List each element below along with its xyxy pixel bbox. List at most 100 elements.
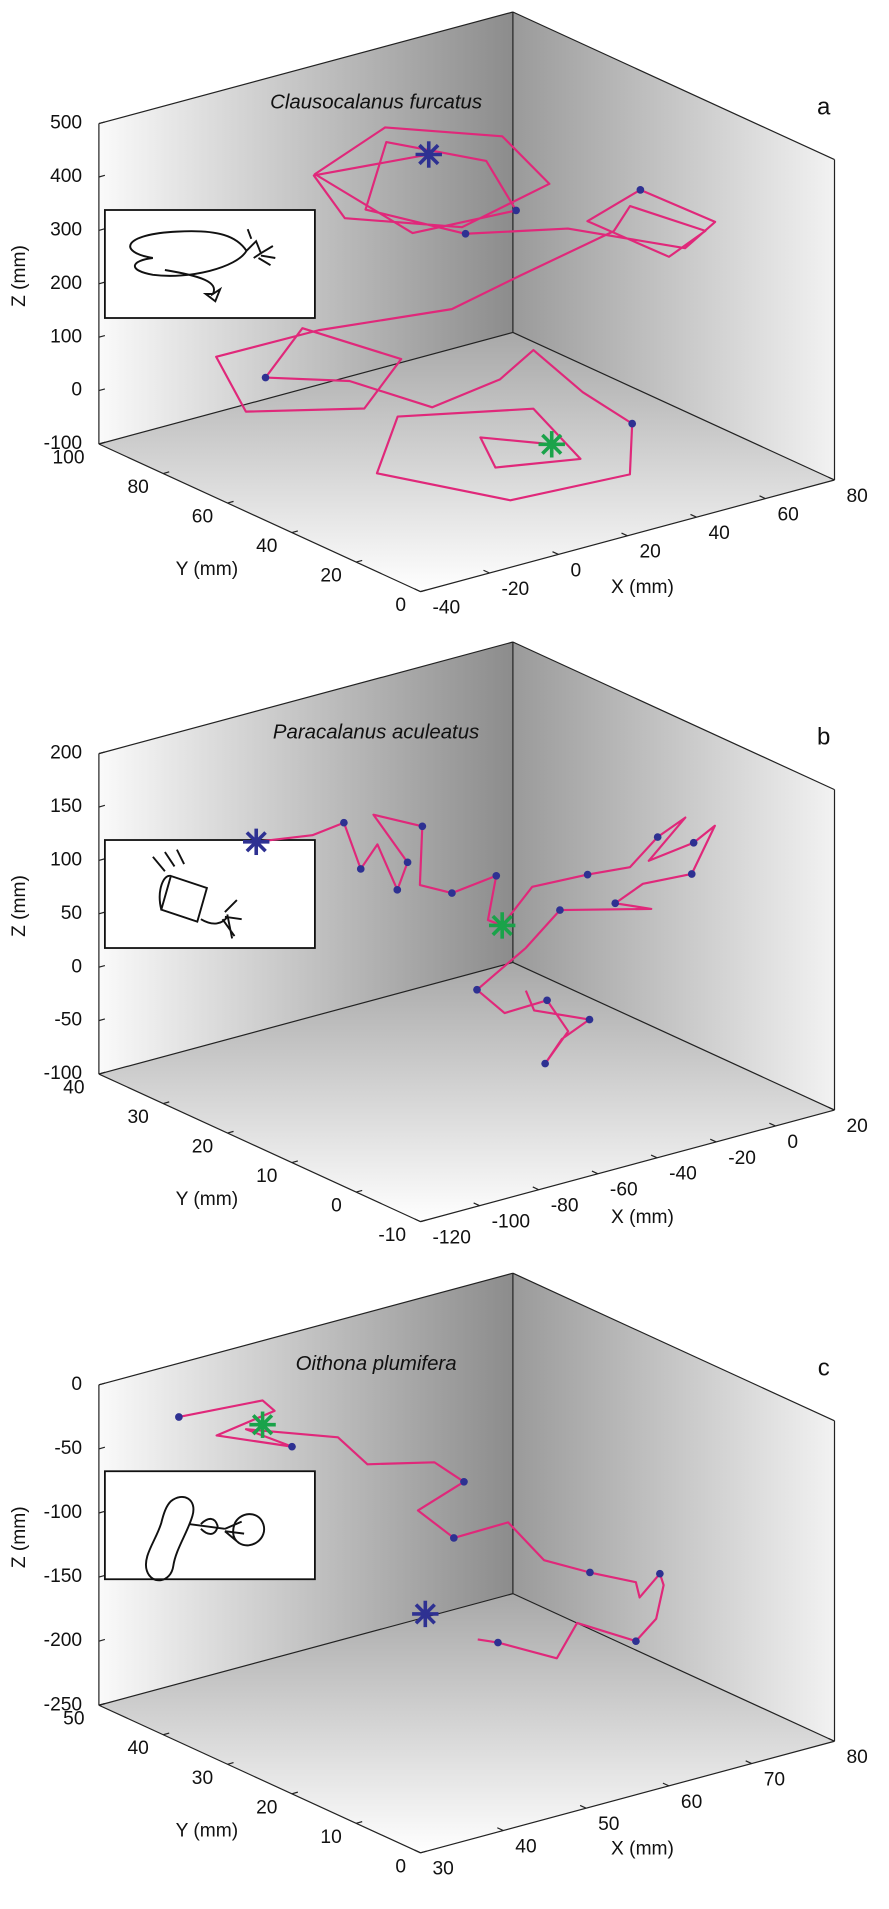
y-tick-label: 40	[63, 1078, 84, 1099]
inset-box	[103, 1470, 316, 1581]
asterisk-stroke	[245, 831, 267, 853]
marker-dot	[461, 229, 470, 238]
x-tick-label: -20	[502, 579, 530, 600]
marker-dot	[653, 833, 662, 841]
z-axis-title: Z (mm)	[9, 875, 30, 937]
z-tick-label: -100	[44, 433, 82, 454]
asterisk-stroke	[491, 914, 513, 937]
marker-dot	[512, 206, 520, 215]
box-edge	[98, 961, 514, 1075]
x-tick	[690, 513, 697, 518]
x-tick-label: -40	[669, 1164, 697, 1185]
box-edge	[98, 331, 514, 445]
x-tick	[414, 1218, 421, 1223]
right-wall	[512, 1273, 835, 1742]
z-tick-label: 500	[50, 113, 82, 134]
x-axis-title: X (mm)	[611, 1207, 674, 1228]
start-asterisk	[412, 1600, 439, 1628]
marker-dot	[448, 889, 456, 897]
box-edge	[512, 961, 835, 1111]
inset-icon	[152, 849, 242, 939]
y-tick	[163, 1101, 170, 1105]
x-tick	[473, 1202, 480, 1207]
marker-dot	[494, 1638, 502, 1647]
x-tick	[483, 569, 490, 574]
panel: -250 -200 -150 -100 -50 0 0 10 20 30 40 50 30 40 50 60 7…	[9, 1272, 868, 1880]
box-edge	[98, 1704, 421, 1854]
y-tick	[291, 1791, 299, 1795]
z-tick	[98, 964, 106, 968]
z-tick-label: -200	[44, 1630, 82, 1651]
x-tick	[828, 476, 835, 481]
x-tick-label: -60	[610, 1180, 638, 1201]
y-tick-label: 20	[192, 1137, 213, 1158]
inset	[103, 209, 316, 319]
box-edge	[420, 1740, 835, 1854]
panel: -100 0 100 200 300 400 500 0 20 40 60 80 100 -40 -20 0 2…	[9, 11, 868, 618]
x-tick	[709, 1138, 717, 1143]
y-tick	[356, 1189, 363, 1193]
y-tick-label: 0	[395, 1856, 406, 1877]
x-tick	[414, 588, 421, 593]
x-axis-title: X (mm)	[611, 1838, 674, 1859]
right-wall	[512, 642, 835, 1111]
z-tick-label: 400	[50, 166, 82, 187]
end-asterisk	[249, 1411, 276, 1438]
x-tick	[650, 1154, 658, 1159]
x-tick	[591, 1170, 599, 1175]
z-tick-label: 50	[61, 903, 82, 924]
z-tick-label: -250	[44, 1694, 82, 1715]
marker-dot	[656, 1569, 664, 1578]
z-tick-label: 0	[71, 380, 82, 401]
marker-dot	[586, 1568, 594, 1577]
marker-dot	[449, 1534, 458, 1542]
x-tick	[759, 495, 766, 500]
end-asterisk	[538, 431, 565, 458]
y-tick	[420, 589, 427, 593]
z-tick	[98, 1018, 106, 1022]
marker-dot	[340, 818, 348, 827]
x-tick-label: 80	[847, 1747, 868, 1768]
marker-dot	[632, 1637, 640, 1646]
z-tick	[98, 334, 106, 338]
marker-dot	[175, 1413, 183, 1421]
box-edge	[98, 1272, 514, 1386]
marker-dot	[689, 838, 698, 847]
inset	[103, 839, 316, 949]
x-tick	[745, 1760, 752, 1765]
z-tick	[98, 1510, 106, 1514]
trajectory	[215, 126, 717, 502]
box-edge	[98, 641, 514, 755]
y-tick	[291, 1160, 299, 1164]
inset-icon	[129, 228, 276, 303]
y-tick	[98, 1071, 106, 1075]
y-tick-label: 20	[256, 1797, 277, 1818]
box-edge	[98, 1073, 421, 1223]
y-tick	[227, 500, 234, 504]
start-asterisk	[415, 141, 442, 168]
marker-dot	[393, 885, 402, 894]
y-tick-label: -10	[378, 1225, 406, 1246]
z-tick	[98, 1382, 106, 1386]
z-tick	[98, 804, 106, 808]
z-tick-label: 0	[71, 956, 82, 977]
y-tick-label: 30	[127, 1107, 148, 1128]
x-tick	[621, 532, 628, 537]
asterisk-stroke	[251, 1414, 274, 1436]
x-tick-label: 20	[640, 542, 661, 563]
z-tick	[98, 858, 106, 861]
floor	[98, 962, 835, 1222]
y-tick	[420, 1850, 427, 1854]
x-tick-label: 40	[709, 523, 730, 544]
x-tick	[579, 1804, 587, 1809]
box-edge	[512, 1272, 835, 1422]
end-asterisk	[488, 912, 516, 939]
y-tick	[291, 530, 299, 534]
z-tick-label: -100	[44, 1063, 82, 1084]
x-tick	[497, 1827, 504, 1832]
marker-dot	[541, 1059, 549, 1068]
marker-dot	[583, 870, 592, 879]
x-tick	[769, 1122, 776, 1127]
